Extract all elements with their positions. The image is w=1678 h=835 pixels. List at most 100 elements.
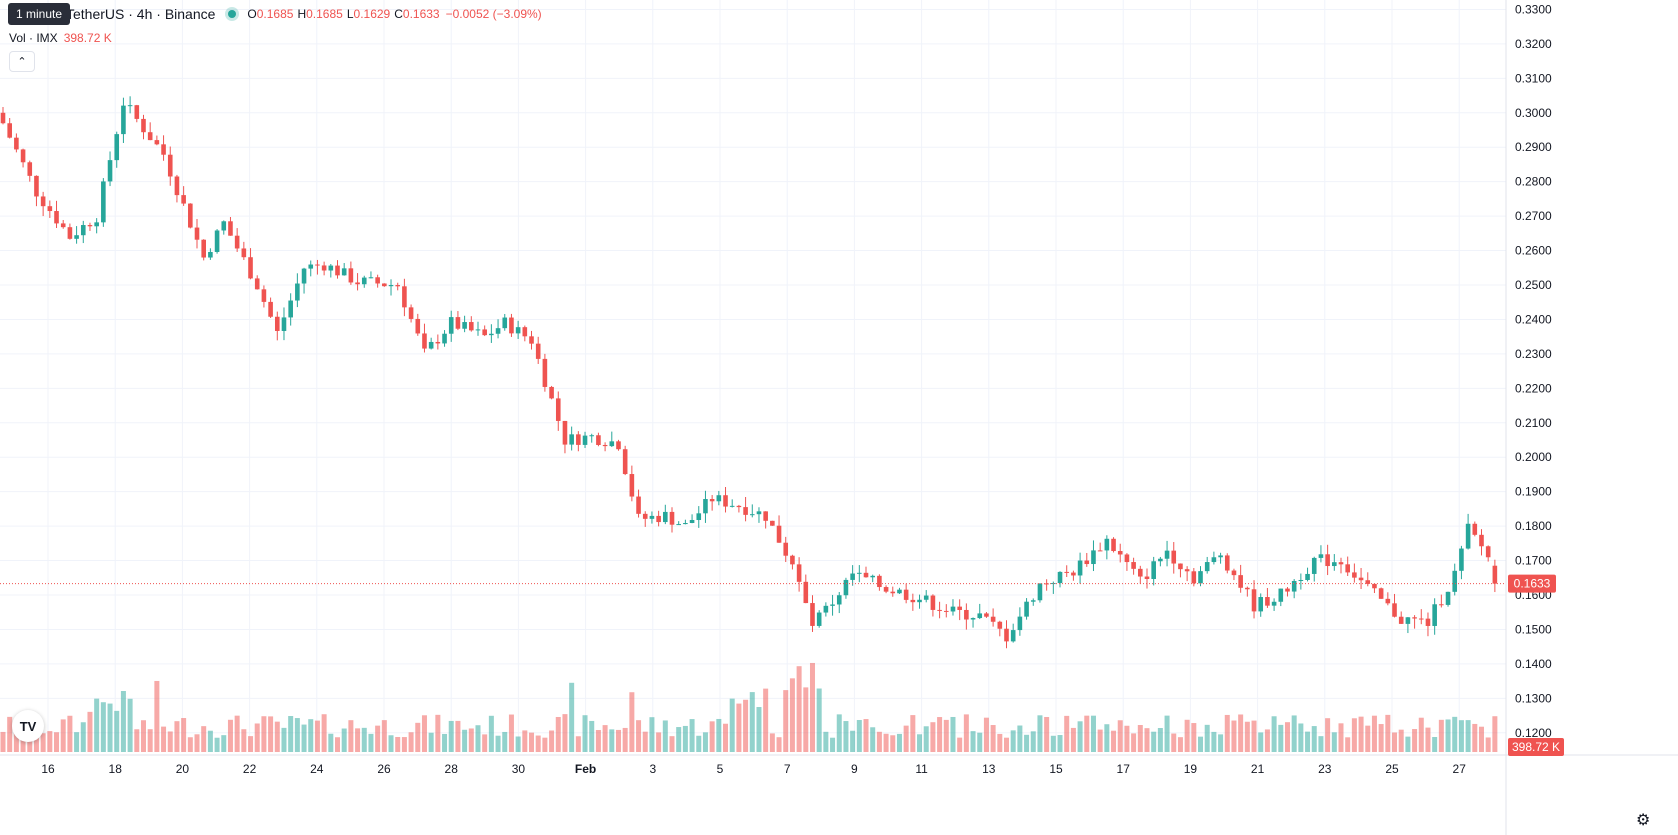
candle — [790, 554, 795, 570]
candle-body — [60, 223, 66, 228]
candle — [288, 293, 293, 326]
candle-body — [716, 495, 722, 502]
candle — [1124, 553, 1130, 571]
candle — [415, 313, 421, 336]
volume-bar — [154, 680, 160, 752]
volume-bar — [415, 722, 421, 752]
candle — [1365, 572, 1371, 587]
volume-bar — [1418, 717, 1424, 752]
candle-body — [1418, 618, 1424, 620]
volume-bar — [1177, 737, 1183, 752]
candle-body — [816, 612, 822, 626]
candle-body — [94, 222, 99, 227]
volume-bar — [649, 717, 655, 752]
candle — [1278, 588, 1284, 607]
candle-body — [1097, 550, 1103, 552]
candle-body — [462, 322, 467, 329]
volume-bar — [194, 734, 200, 752]
candle-body — [709, 499, 715, 502]
candle-body — [1352, 572, 1357, 578]
ohlc-open: O0.1685 — [247, 7, 294, 21]
volume-bar — [221, 735, 227, 752]
candle-body — [14, 137, 19, 150]
volume-bar — [448, 720, 454, 752]
collapse-legend-button[interactable]: ⌃ — [9, 51, 35, 72]
time-axis: 16 18 20 22 24 26 28 30 Feb 3 5 7 9 11 13 15 17 19 21 23 25 2… — [0, 754, 1678, 776]
volume-bar — [937, 717, 943, 752]
candle-body — [27, 162, 33, 176]
symbol-title[interactable]: TetherUS · 4h · Binance — [66, 6, 216, 22]
candle — [1044, 579, 1049, 591]
y-tick-label: 0.1300 — [1515, 691, 1552, 705]
candle — [54, 200, 59, 229]
candle-body — [1117, 551, 1123, 555]
x-tick-label: 19 — [1184, 762, 1198, 776]
interval-tooltip: 1 minute — [8, 3, 71, 25]
candle-body — [616, 441, 621, 450]
candle — [214, 229, 220, 254]
y-tick-label: 0.2100 — [1515, 416, 1552, 430]
volume-bar — [1378, 724, 1384, 752]
candle-body — [1392, 603, 1397, 617]
candle-body — [522, 327, 528, 337]
volume-bar — [294, 718, 300, 752]
candle — [375, 274, 380, 288]
x-tick-label: 16 — [41, 762, 55, 776]
candle — [576, 431, 581, 452]
candle-body — [321, 265, 327, 271]
candle — [1097, 542, 1103, 552]
candle — [1091, 540, 1096, 572]
candle — [161, 135, 166, 161]
volume-bar — [1117, 720, 1123, 752]
volume-bar — [201, 726, 207, 752]
candle — [408, 304, 414, 323]
volume-bar — [495, 735, 501, 752]
volume-bar — [856, 720, 862, 752]
volume-bar — [1184, 719, 1190, 752]
candle — [1338, 557, 1344, 574]
candle — [315, 259, 320, 275]
candle — [80, 220, 86, 244]
volume-bar — [629, 692, 635, 752]
settings-gear-icon[interactable]: ⚙ — [1636, 812, 1651, 829]
volume-bar — [1151, 731, 1157, 752]
price-axis: 0.12000.13000.14000.15000.16000.17000.18… — [1505, 0, 1552, 835]
volume-bar — [80, 722, 86, 752]
ohlc-close: C0.1633 — [394, 7, 440, 21]
volume-bar — [997, 733, 1003, 752]
candle-body — [355, 282, 360, 285]
candle-body — [308, 264, 314, 269]
candle — [295, 273, 300, 308]
candle-body — [228, 221, 233, 236]
candle-body — [0, 112, 6, 124]
candle — [1479, 529, 1484, 556]
candle — [1010, 623, 1016, 643]
candle — [7, 118, 12, 139]
candle-body — [1345, 564, 1350, 573]
candle-body — [361, 277, 367, 285]
candle — [348, 261, 354, 285]
y-tick-label: 0.1900 — [1515, 485, 1552, 499]
volume-bar — [1191, 723, 1197, 752]
volume-bar — [455, 720, 461, 752]
candle-body — [943, 610, 949, 612]
candle — [830, 594, 835, 616]
candle-body — [127, 105, 133, 107]
volume-bar — [977, 732, 983, 752]
candle — [355, 273, 360, 291]
volume-bar — [1358, 716, 1364, 752]
candle — [94, 218, 99, 234]
candle-body — [602, 444, 608, 447]
candle — [475, 321, 481, 336]
volume-bar — [957, 737, 963, 752]
y-tick-label: 0.2700 — [1515, 209, 1552, 223]
candle-body — [1091, 550, 1096, 565]
volume-bar — [1452, 716, 1458, 752]
tradingview-logo-icon[interactable]: TV — [12, 710, 44, 742]
candle — [388, 279, 394, 296]
candle-body — [20, 149, 26, 163]
candle — [335, 260, 340, 279]
candle-body — [1459, 548, 1464, 571]
candle-body — [402, 286, 407, 308]
